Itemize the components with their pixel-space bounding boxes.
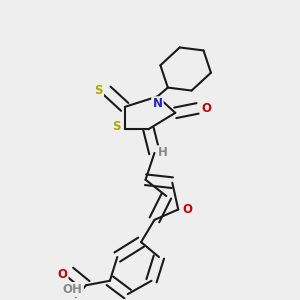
Text: S: S: [94, 84, 103, 97]
Text: H: H: [158, 146, 168, 160]
Text: N: N: [152, 98, 162, 110]
Text: O: O: [182, 203, 192, 216]
Text: OH: OH: [63, 283, 83, 296]
Text: O: O: [57, 268, 67, 281]
Text: S: S: [112, 120, 121, 133]
Text: O: O: [202, 102, 212, 115]
